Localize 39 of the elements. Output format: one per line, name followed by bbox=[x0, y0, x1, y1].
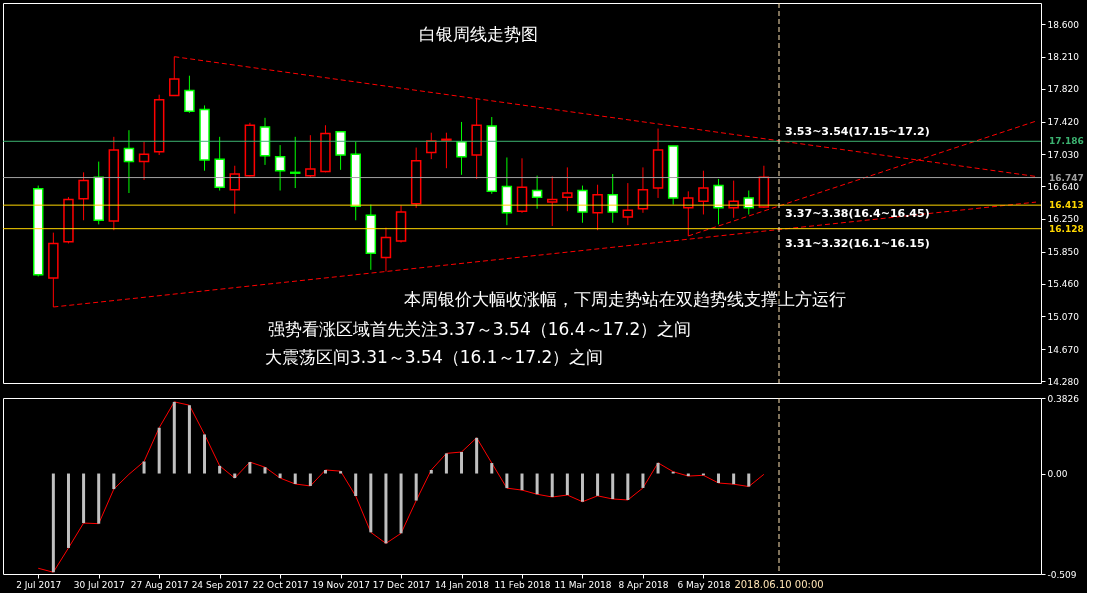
x-tick-label: 6 May 2018 bbox=[677, 579, 731, 590]
x-tick-label: 30 Jul 2017 bbox=[73, 579, 125, 590]
x-tick-label: 11 Mar 2018 bbox=[554, 579, 612, 590]
annotation: 3.53~3.54(17.15~17.2) bbox=[785, 124, 930, 138]
x-tick-label: 14 Jan 2018 bbox=[435, 579, 490, 590]
y-tick-label: 0.3826 bbox=[1047, 393, 1080, 404]
y-tick-label: 16.640 bbox=[1047, 181, 1080, 192]
ref-line-label: 2018.06.10 00:00 bbox=[734, 579, 824, 590]
annotation: 大震荡区间3.31～3.54（16.1～17.2）之间 bbox=[265, 347, 604, 367]
ref-line-label: 17.186 bbox=[1049, 136, 1084, 147]
y-tick-label: 15.460 bbox=[1047, 279, 1080, 290]
x-tick-label: 8 Apr 2018 bbox=[618, 579, 669, 590]
ref-line-label: 16.128 bbox=[1049, 223, 1084, 234]
annotation: 强势看涨区域首先关注3.37～3.54（16.4～17.2）之间 bbox=[268, 319, 692, 339]
ref-line-label: 16.413 bbox=[1049, 200, 1084, 211]
text: 白银周线走势图 bbox=[418, 24, 538, 44]
y-tick-label: 0.00 bbox=[1047, 469, 1068, 480]
x-tick-label: 17 Dec 2017 bbox=[372, 579, 431, 590]
y-tick-label: 15.070 bbox=[1047, 311, 1080, 322]
y-tick-label: 18.600 bbox=[1047, 19, 1080, 30]
y-tick-label: 17.820 bbox=[1047, 84, 1080, 95]
x-tick-label: 2 Jul 2017 bbox=[16, 579, 62, 590]
x-tick-label: 24 Sep 2017 bbox=[191, 579, 249, 590]
annotation: 3.37~3.38(16.4~16.45) bbox=[785, 207, 930, 221]
y-tick-label: 14.280 bbox=[1047, 376, 1080, 387]
ref-line-label: 16.747 bbox=[1049, 172, 1084, 183]
y-tick-label: 17.420 bbox=[1047, 117, 1080, 128]
annotation: 3.31~3.32(16.1~16.15) bbox=[785, 237, 930, 251]
y-tick-label: 15.850 bbox=[1047, 247, 1080, 258]
x-tick-label: 19 Nov 2017 bbox=[312, 579, 370, 590]
y-tick-label: 14.670 bbox=[1047, 344, 1080, 355]
y-tick-label: 18.210 bbox=[1047, 52, 1080, 63]
y-tick-label: -0.509 bbox=[1047, 569, 1077, 580]
x-tick-label: 11 Feb 2018 bbox=[494, 579, 551, 590]
y-tick-label: 16.250 bbox=[1047, 214, 1080, 225]
x-tick-label: 22 Oct 2017 bbox=[252, 579, 309, 590]
y-tick-label: 17.030 bbox=[1047, 149, 1080, 160]
x-tick-label: 27 Aug 2017 bbox=[130, 579, 189, 590]
annotation: 本周银价大幅收涨幅，下周走势站在双趋势线支撑上方运行 bbox=[404, 289, 846, 309]
